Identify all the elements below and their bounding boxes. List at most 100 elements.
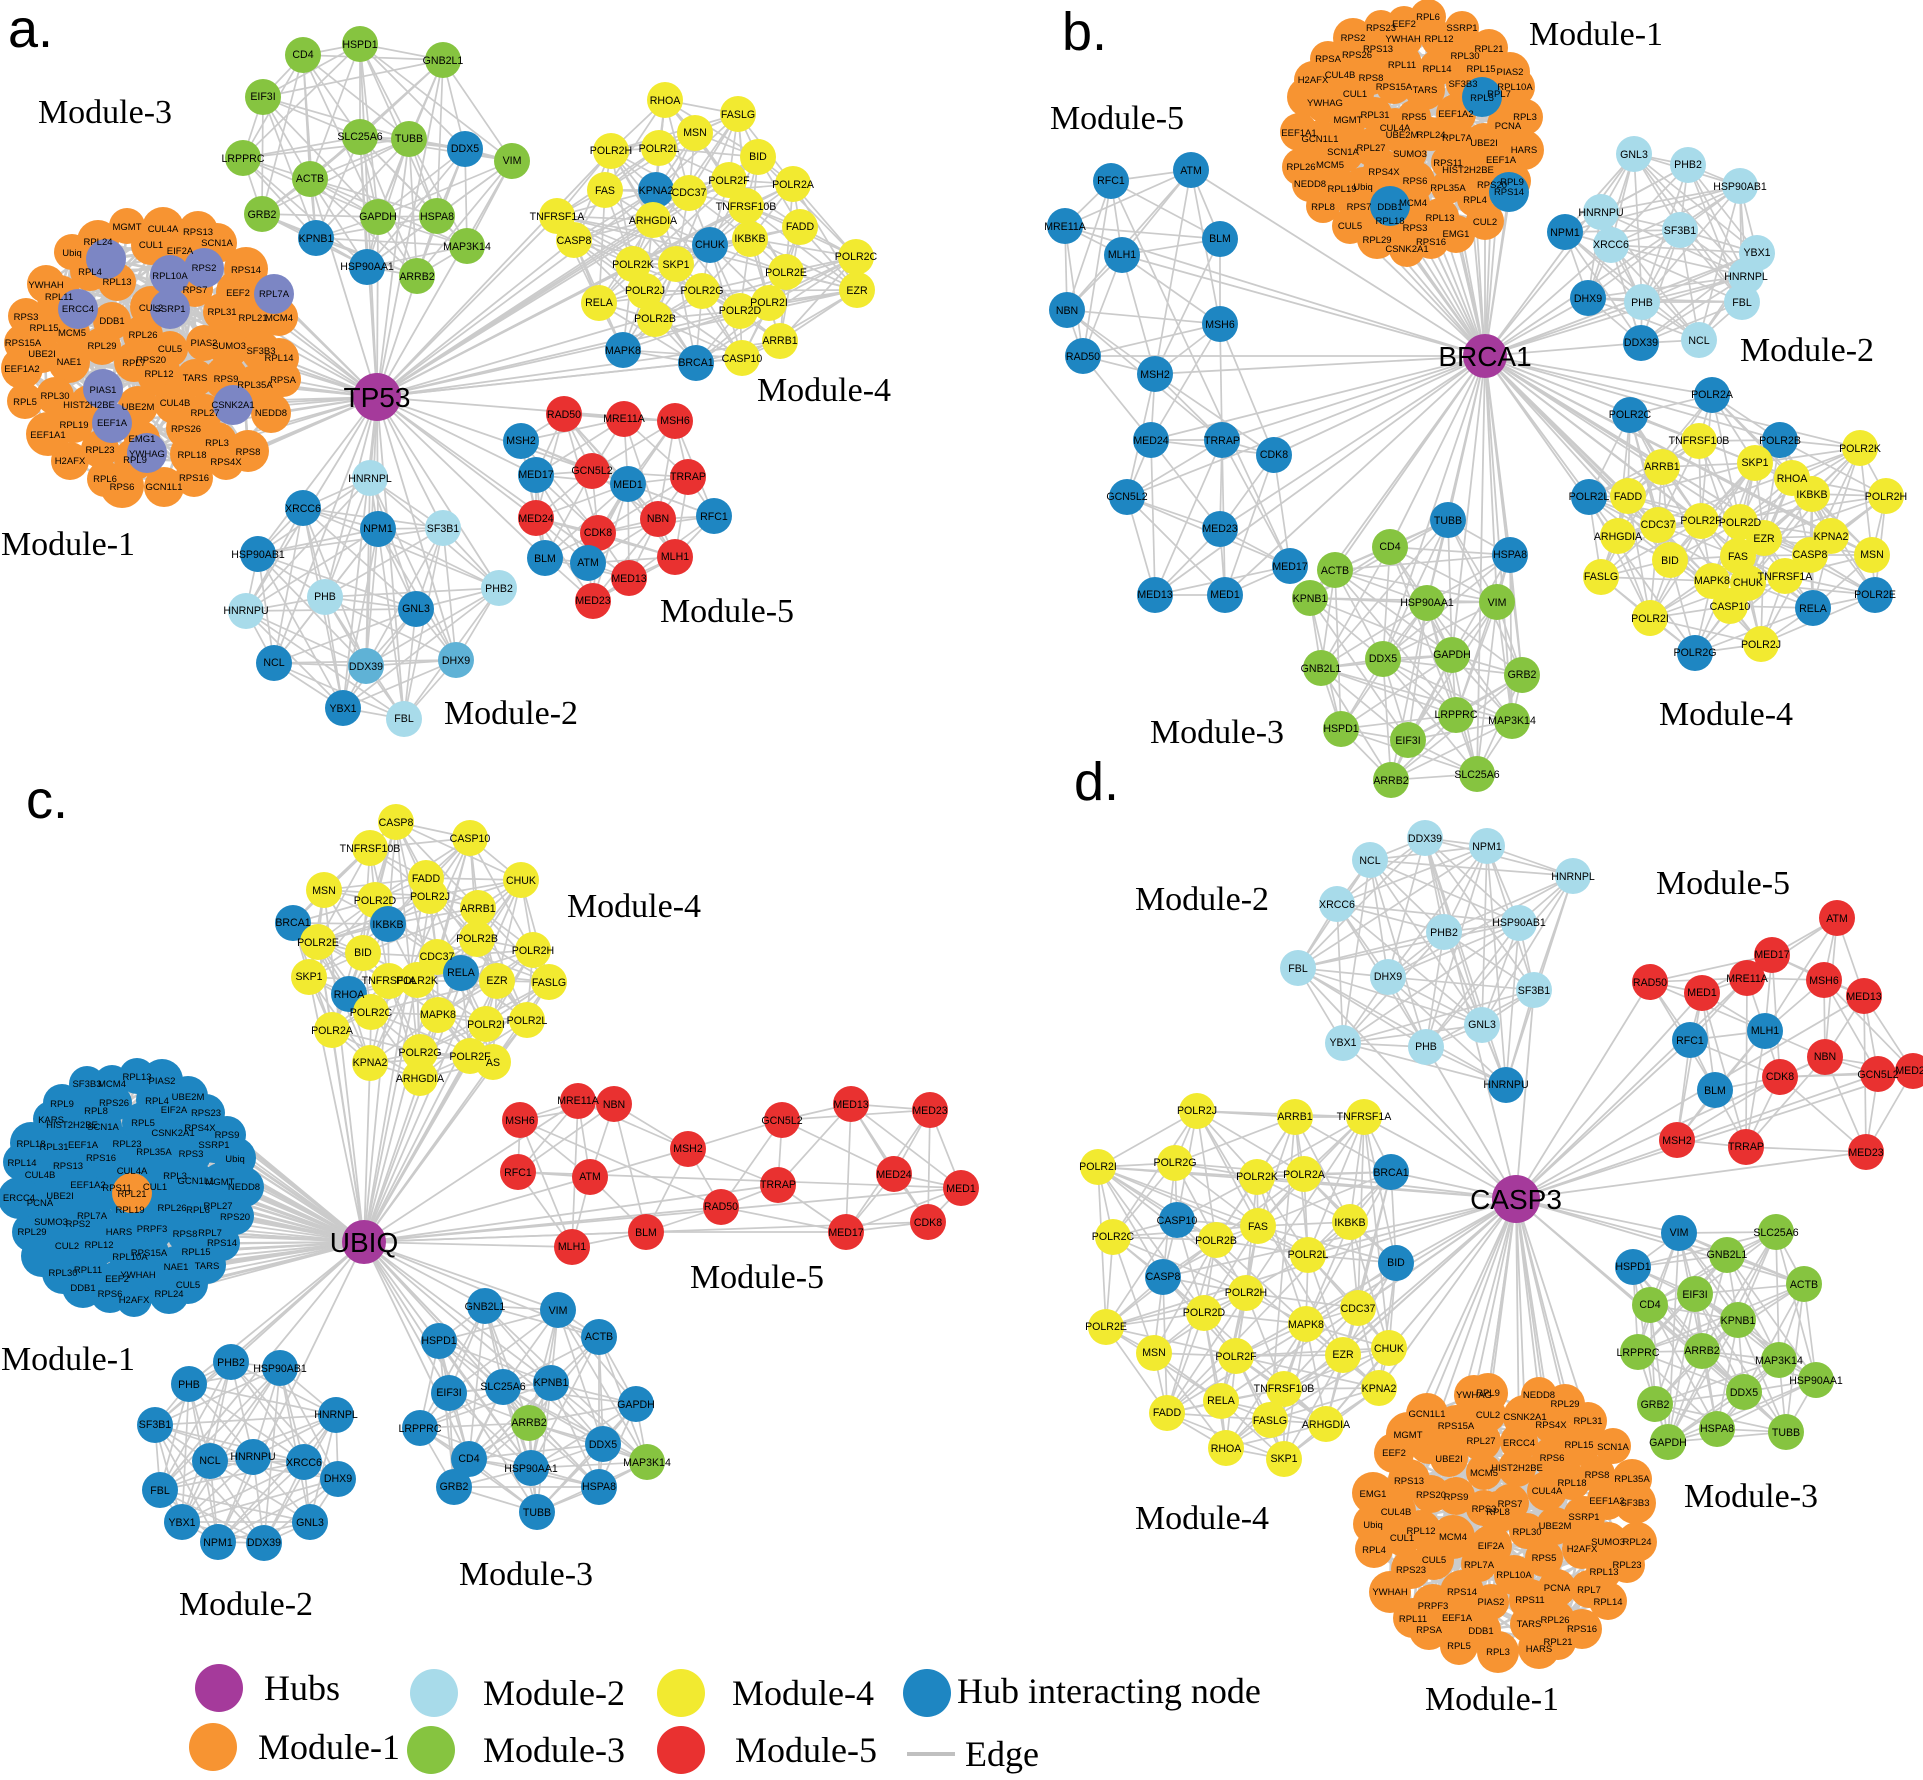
- svg-text:DDX5: DDX5: [451, 143, 479, 155]
- svg-text:MRE11A: MRE11A: [557, 1095, 600, 1107]
- svg-text:HSPA8: HSPA8: [582, 1481, 616, 1493]
- svg-text:RPL9: RPL9: [1500, 177, 1524, 188]
- svg-text:POLR2A: POLR2A: [1283, 1169, 1326, 1181]
- svg-text:CDC37: CDC37: [1341, 1303, 1376, 1315]
- svg-text:RPS6: RPS6: [110, 482, 135, 493]
- svg-text:PCNA: PCNA: [1544, 1583, 1571, 1594]
- svg-text:ACTB: ACTB: [1790, 1279, 1818, 1291]
- svg-text:HSP90AB1: HSP90AB1: [253, 1363, 307, 1375]
- svg-text:RPL27: RPL27: [190, 408, 219, 419]
- svg-text:RPS6: RPS6: [98, 1289, 123, 1300]
- svg-text:MSH6: MSH6: [505, 1115, 535, 1127]
- svg-text:BRCA1: BRCA1: [275, 917, 310, 929]
- svg-text:POLR2J: POLR2J: [410, 891, 450, 903]
- svg-text:SF3B3: SF3B3: [1620, 1498, 1649, 1509]
- svg-text:MED1: MED1: [946, 1183, 976, 1195]
- svg-text:RPL27: RPL27: [1466, 1436, 1495, 1447]
- svg-text:Module-2: Module-2: [1135, 881, 1269, 918]
- svg-text:RPL18: RPL18: [1375, 216, 1404, 227]
- svg-text:RPS11: RPS11: [102, 1183, 131, 1194]
- svg-text:RPS15A: RPS15A: [1438, 1421, 1475, 1432]
- svg-text:GCN5L2: GCN5L2: [1857, 1069, 1898, 1081]
- svg-text:FADD: FADD: [412, 873, 441, 885]
- svg-text:GCN1L1: GCN1L1: [1302, 134, 1339, 145]
- svg-text:SF3B1: SF3B1: [1664, 225, 1696, 237]
- svg-text:NBN: NBN: [1056, 305, 1078, 317]
- svg-text:POLR2A: POLR2A: [772, 179, 815, 191]
- svg-text:EEF1A1: EEF1A1: [1281, 128, 1316, 139]
- svg-text:SLC25A6: SLC25A6: [337, 131, 382, 143]
- svg-text:MLH1: MLH1: [661, 551, 689, 563]
- svg-text:FASLG: FASLG: [721, 109, 755, 121]
- svg-text:RPS13: RPS13: [183, 227, 213, 238]
- svg-text:ARHGDIA: ARHGDIA: [629, 215, 678, 227]
- svg-text:FADD: FADD: [1153, 1407, 1182, 1419]
- svg-text:VIM: VIM: [1488, 597, 1507, 609]
- svg-text:RPL26: RPL26: [157, 1203, 186, 1214]
- svg-text:POLR2H: POLR2H: [1225, 1287, 1267, 1299]
- svg-text:HIST2H2BE: HIST2H2BE: [63, 400, 115, 411]
- svg-text:UBE2I: UBE2I: [1435, 1454, 1462, 1465]
- svg-text:NAE1: NAE1: [164, 1262, 189, 1273]
- svg-text:MED23: MED23: [1202, 523, 1237, 535]
- svg-text:ARRB1: ARRB1: [460, 903, 495, 915]
- svg-text:CUL2: CUL2: [55, 1241, 79, 1252]
- svg-text:RELA: RELA: [585, 297, 614, 309]
- svg-text:EEF1A2: EEF1A2: [1438, 109, 1473, 120]
- svg-text:HARS: HARS: [106, 1227, 132, 1238]
- svg-text:NEDD8: NEDD8: [255, 408, 287, 419]
- svg-text:EZR: EZR: [486, 975, 508, 987]
- svg-text:CD4: CD4: [1379, 541, 1400, 553]
- svg-text:PHB2: PHB2: [485, 583, 513, 595]
- svg-text:PHB: PHB: [1631, 297, 1653, 309]
- svg-text:UBE2I: UBE2I: [46, 1191, 73, 1202]
- svg-text:GCN1L1: GCN1L1: [178, 1176, 215, 1187]
- svg-text:ERCC4: ERCC4: [62, 304, 94, 315]
- svg-text:RHOA: RHOA: [1777, 473, 1809, 485]
- svg-text:NCL: NCL: [1688, 335, 1709, 347]
- svg-text:CUL1: CUL1: [1390, 1533, 1414, 1544]
- svg-text:MED1: MED1: [1210, 589, 1240, 601]
- svg-text:RPS6: RPS6: [1540, 1453, 1565, 1464]
- svg-text:PIAS2: PIAS2: [191, 338, 218, 349]
- svg-text:BLM: BLM: [534, 553, 556, 565]
- svg-text:HIST2H2BE: HIST2H2BE: [46, 1120, 98, 1131]
- svg-text:CASP8: CASP8: [557, 235, 592, 247]
- svg-text:MED1: MED1: [613, 479, 643, 491]
- svg-text:TUBB: TUBB: [395, 133, 423, 145]
- svg-text:POLR2I: POLR2I: [750, 297, 788, 309]
- svg-text:MAPK8: MAPK8: [1288, 1319, 1324, 1331]
- svg-text:Module-3: Module-3: [459, 1556, 593, 1593]
- svg-text:POLR2J: POLR2J: [625, 285, 665, 297]
- svg-text:RPL27: RPL27: [1356, 143, 1385, 154]
- svg-text:RPL19: RPL19: [59, 420, 88, 431]
- svg-text:NAE1: NAE1: [57, 357, 82, 368]
- svg-text:RPL30: RPL30: [48, 1268, 77, 1279]
- svg-text:FBL: FBL: [150, 1485, 170, 1497]
- svg-text:HNRNPL: HNRNPL: [1724, 271, 1768, 283]
- svg-text:YWHAG: YWHAG: [129, 449, 165, 460]
- svg-text:RPL9: RPL9: [123, 455, 147, 466]
- svg-text:RPS3: RPS3: [14, 312, 39, 323]
- svg-text:MED17: MED17: [518, 469, 553, 481]
- svg-text:PHB2: PHB2: [1674, 159, 1702, 171]
- svg-text:RPS16: RPS16: [1567, 1624, 1597, 1635]
- svg-text:RPL3: RPL3: [205, 438, 229, 449]
- svg-text:POLR2G: POLR2G: [1674, 647, 1717, 659]
- svg-text:CASP10: CASP10: [722, 353, 763, 365]
- svg-text:HNRNPL: HNRNPL: [348, 473, 392, 485]
- svg-text:CASP8: CASP8: [1146, 1271, 1181, 1283]
- svg-text:RPS4X: RPS4X: [1535, 1420, 1567, 1431]
- svg-text:RPL23: RPL23: [85, 445, 114, 456]
- svg-text:BLM: BLM: [635, 1227, 657, 1239]
- svg-text:CASP10: CASP10: [450, 833, 491, 845]
- svg-text:EEF1A: EEF1A: [1486, 155, 1517, 166]
- svg-text:POLR2K: POLR2K: [612, 259, 654, 271]
- svg-text:YWHAH: YWHAH: [1385, 34, 1421, 45]
- svg-text:POLR2C: POLR2C: [1609, 409, 1652, 421]
- svg-text:HARS: HARS: [1526, 1644, 1552, 1655]
- svg-text:POLR2G: POLR2G: [1154, 1157, 1197, 1169]
- svg-text:DDX5: DDX5: [589, 1439, 617, 1451]
- svg-text:RPS13: RPS13: [1394, 1476, 1424, 1487]
- svg-text:Module-4: Module-4: [1135, 1500, 1269, 1537]
